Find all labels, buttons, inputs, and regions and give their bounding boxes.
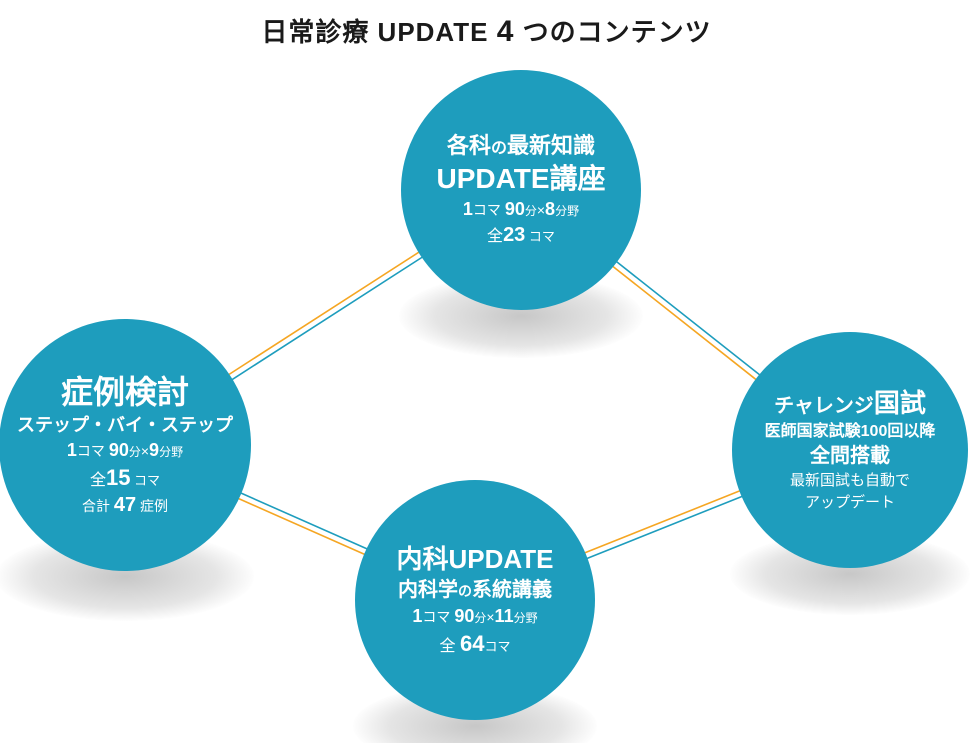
node-text-line: アップデート [805,493,895,513]
node-text-segment: 分野 [555,204,579,218]
node-text-segment: × [537,202,545,218]
node-text-segment: 1 [463,199,473,219]
node-text-segment: 内科学 [398,579,458,601]
node-text-segment: 90 [109,440,129,460]
diagram-node-right: チャレンジ国試医師国家試験100回以降全問搭載最新国試も自動でアップデート [732,332,968,568]
diagram-node-top: 各科の最新知識UPDATE講座1コマ 90分×8分野全23 コマ [401,70,641,310]
node-text-segment: 各科 [447,133,491,158]
node-text-segment: 最新知識 [507,133,595,158]
node-text-segment: 90 [505,199,525,219]
node-text-segment: の [491,140,507,157]
node-text-segment: 症例検討 [61,374,189,410]
title-suffix: つのコンテンツ [523,17,712,47]
node-text-segment: の [458,583,472,599]
node-text-segment: 90 [454,606,474,626]
node-text-line: 最新国試も自動で [790,471,910,491]
node-text-segment: × [141,443,149,459]
node-text-segment: × [486,609,494,625]
title-prefix: 日常診療 UPDATE [261,17,488,47]
node-text-segment: 系統講義 [472,579,552,601]
node-text-line: 全問搭載 [810,444,890,469]
node-text-line: 全23 コマ [487,223,555,248]
node-text-segment: 全 [440,638,460,655]
node-text-segment: コマ [484,639,510,654]
diagram-node-bottom: 内科UPDATE内科学の系統講義1コマ 90分×11分野全 64コマ [355,480,595,720]
node-text-line: チャレンジ国試 [774,387,926,420]
node-text-line: 全 64コマ [440,630,511,658]
node-text-line: 各科の最新知識 [447,132,595,160]
node-text-segment: 分 [525,204,537,218]
node-text-segment: 国試 [874,388,926,418]
node-text-segment: 分 [474,611,486,625]
node-text-segment: 分野 [159,445,183,459]
node-text-segment: 内科UPDATE [397,544,554,574]
node-text-line: 内科学の系統講義 [398,578,552,603]
node-text-line: 全15 コマ [90,464,160,492]
node-text-segment: 11 [495,606,514,626]
node-text-segment: 最新国試も自動で [790,472,910,489]
node-text-segment: 23 [503,224,525,246]
node-text-segment: コマ [130,473,160,488]
node-text-line: UPDATE講座 [436,161,605,196]
node-text-segment: 症例 [136,498,168,514]
node-text-line: 症例検討 [61,372,189,412]
node-text-segment: 1 [67,440,77,460]
diagram-stage: 日常診療 UPDATE 4 つのコンテンツ 各科の最新知識UPDATE講座1コマ… [0,0,973,743]
node-text-line: 1コマ 90分×8分野 [463,198,579,221]
node-text-segment: 合計 [82,498,114,514]
node-text-segment: 15 [106,465,130,490]
node-text-segment: 分 [129,445,141,459]
node-text-segment: アップデート [805,494,895,511]
node-text-line: 1コマ 90分×11分野 [412,605,537,628]
node-text-segment: UPDATE講座 [436,163,605,194]
page-title: 日常診療 UPDATE 4 つのコンテンツ [0,12,973,49]
node-text-line: 医師国家試験100回以降 [765,422,936,442]
node-text-segment: 47 [114,494,136,516]
node-text-segment: コマ [473,202,505,218]
node-text-line: 内科UPDATE [397,543,554,576]
node-text-segment: 9 [149,440,159,460]
node-text-segment: コマ [77,443,109,459]
diagram-node-left: 症例検討ステップ・バイ・ステップ1コマ 90分×9分野全15 コマ合計 47 症… [0,319,251,571]
node-text-segment: 医師国家試験100回以降 [765,423,936,440]
node-text-segment: ステップ・バイ・ステップ [17,415,233,435]
title-big-number: 4 [497,15,515,48]
node-text-segment: チャレンジ [774,395,874,417]
node-text-line: 合計 47 症例 [82,493,168,518]
node-text-segment: 8 [545,199,555,219]
node-text-segment: 全 [90,472,106,489]
node-text-line: 1コマ 90分×9分野 [67,439,183,462]
node-text-segment: 分野 [514,611,538,625]
node-text-line: ステップ・バイ・ステップ [17,414,233,437]
node-text-segment: コマ [422,609,454,625]
node-text-segment: 全問搭載 [810,445,890,467]
node-text-segment: コマ [525,229,555,244]
node-text-segment: 1 [412,606,422,626]
node-text-segment: 64 [460,631,484,656]
node-text-segment: 全 [487,228,503,245]
